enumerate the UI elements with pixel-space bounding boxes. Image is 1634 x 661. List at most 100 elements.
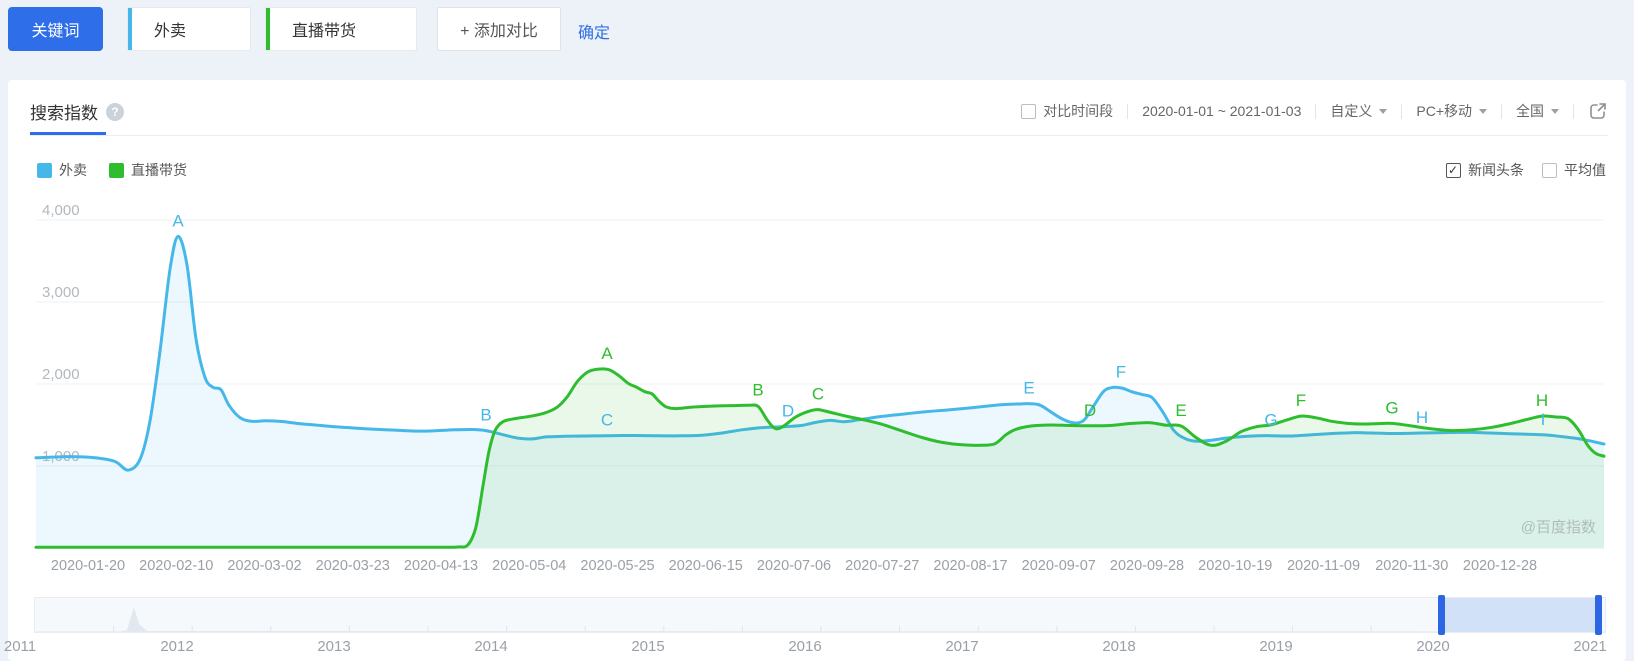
x-axis-tick-label: 2020-07-06 (757, 558, 831, 574)
legend-swatch (37, 162, 52, 178)
legend-label: 直播带货 (131, 162, 187, 178)
event-marker-C[interactable]: C (812, 385, 824, 404)
year-label-2018: 2018 (1102, 638, 1136, 655)
keyword-bar: 关键词 外卖 直播带货 + 添加对比 确定 (0, 0, 1634, 80)
device-dropdown[interactable]: PC+移动 (1416, 101, 1487, 121)
chart-controls: 对比时间段 2020-01-01 ~ 2021-01-03 自定义 PC+移动 … (1021, 101, 1608, 121)
external-link-icon[interactable] (1588, 101, 1608, 121)
header-divider (30, 135, 1608, 136)
event-marker-B[interactable]: B (480, 406, 491, 425)
event-marker-B[interactable]: B (752, 380, 763, 399)
news-headlines-label: 新闻头条 (1468, 162, 1524, 178)
event-marker-E[interactable]: E (1175, 401, 1186, 420)
event-marker-C[interactable]: C (601, 411, 613, 430)
keyword-label: 外卖 (154, 23, 187, 40)
year-label-2015: 2015 (631, 638, 665, 655)
year-label-2017: 2017 (945, 638, 979, 655)
series-area-外卖 (36, 236, 1604, 548)
compare-period-checkbox[interactable] (1021, 103, 1037, 119)
divider (1127, 103, 1129, 119)
region-dropdown[interactable]: 全国 (1516, 101, 1559, 121)
keyword-color-stripe (128, 8, 132, 50)
divider (1501, 103, 1502, 119)
timeline-track[interactable] (34, 595, 1606, 635)
keyword-card-zhibodaihuo[interactable]: 直播带货 (265, 7, 417, 51)
event-marker-G[interactable]: G (1264, 411, 1277, 430)
add-compare-button[interactable]: + 添加对比 (437, 7, 561, 51)
x-axis-tick-label: 2020-12-28 (1463, 558, 1537, 574)
page-title: 搜索指数 (30, 104, 98, 123)
year-label-2013: 2013 (317, 638, 351, 655)
keyword-color-stripe (266, 8, 270, 50)
overlay-toggles: ✓ 新闻头条 ✓ 平均值 (1446, 160, 1606, 180)
timeline-selection[interactable] (1442, 598, 1598, 632)
legend-item-zhibodaihuo[interactable]: 直播带货 (109, 160, 187, 180)
x-axis-tick-label: 2020-11-30 (1375, 558, 1448, 574)
year-label-2019: 2019 (1259, 638, 1293, 655)
y-axis-tick-label: 2,000 (42, 366, 80, 383)
check-icon: ✓ (1448, 162, 1459, 177)
chevron-down-icon (1551, 108, 1559, 114)
news-headlines-checkbox[interactable]: ✓ (1446, 162, 1461, 178)
divider (1315, 103, 1317, 119)
y-axis-tick-label: 4,000 (42, 202, 80, 219)
x-axis-tick-label: 2020-05-25 (580, 558, 654, 574)
timeline-mini-chart (35, 607, 1605, 632)
year-label-2020: 2020 (1416, 638, 1450, 655)
chevron-down-icon (1379, 108, 1388, 114)
event-marker-A[interactable]: A (172, 211, 184, 230)
confirm-button[interactable]: 确定 (578, 25, 611, 42)
date-range-picker[interactable]: 2020-01-01 ~ 2021-01-03 (1142, 103, 1302, 119)
timeline-right-handle[interactable] (1595, 595, 1602, 635)
watermark: @百度指数 (1521, 519, 1596, 536)
average-toggle[interactable]: ✓ 平均值 (1542, 160, 1606, 180)
compare-period-toggle[interactable]: 对比时间段 (1021, 101, 1113, 121)
x-axis-tick-label: 2020-06-15 (669, 558, 743, 574)
average-checkbox[interactable]: ✓ (1542, 162, 1557, 178)
x-axis-tick-label: 2020-09-07 (1022, 558, 1096, 574)
y-axis-tick-label: 3,000 (42, 284, 80, 301)
event-marker-H[interactable]: H (1536, 391, 1548, 410)
range-mode-value: 自定义 (1330, 103, 1373, 119)
event-marker-A[interactable]: A (601, 344, 613, 363)
series-line-直播带货 (34, 367, 1606, 549)
year-label-2014: 2014 (474, 638, 508, 655)
x-axis-tick-label: 2020-03-23 (316, 558, 390, 574)
event-marker-F[interactable]: F (1296, 391, 1306, 410)
news-headlines-toggle[interactable]: ✓ 新闻头条 (1446, 160, 1524, 180)
keyword-filter-button[interactable]: 关键词 (8, 7, 103, 51)
divider (1401, 103, 1403, 119)
legend-item-waimai[interactable]: 外卖 (37, 160, 87, 180)
chart-legend: 外卖 直播带货 (37, 160, 187, 180)
x-axis-tick-label: 2020-08-17 (933, 558, 1007, 574)
event-marker-D[interactable]: D (1084, 401, 1096, 420)
x-axis-tick-label: 2020-07-27 (845, 558, 919, 574)
x-axis-tick-label: 2020-05-04 (492, 558, 566, 574)
event-marker-I[interactable]: I (1541, 410, 1546, 429)
event-marker-D[interactable]: D (782, 401, 794, 420)
x-axis-tick-label: 2020-01-20 (51, 558, 125, 574)
active-tab-indicator (30, 132, 106, 135)
device-value: PC+移动 (1416, 103, 1472, 119)
x-axis-tick-label: 2020-09-28 (1110, 558, 1184, 574)
timeline-left-handle[interactable] (1438, 595, 1445, 635)
range-mode-dropdown[interactable]: 自定义 (1330, 101, 1388, 121)
event-marker-E[interactable]: E (1023, 379, 1034, 398)
help-icon[interactable]: ? (106, 102, 124, 121)
keyword-card-waimai[interactable]: 外卖 (127, 7, 251, 51)
event-marker-H[interactable]: H (1416, 408, 1428, 427)
search-index-panel: 搜索指数 ? 对比时间段 2020-01-01 ~ 2021-01-03 自定义… (4, 80, 1626, 661)
year-label-2011: 2011 (3, 638, 37, 655)
event-marker-G[interactable]: G (1385, 398, 1398, 417)
x-axis-tick-label: 2020-04-13 (404, 558, 478, 574)
region-value: 全国 (1516, 103, 1544, 119)
x-axis-tick-label: 2020-10-19 (1198, 558, 1272, 574)
divider (1573, 103, 1574, 119)
legend-swatch (109, 162, 124, 178)
chevron-down-icon (1479, 108, 1487, 114)
legend-label: 外卖 (59, 162, 87, 178)
series-line-外卖 (34, 234, 1606, 472)
event-marker-F[interactable]: F (1116, 362, 1126, 381)
tab-search-index[interactable]: 搜索指数 ? (30, 99, 124, 124)
